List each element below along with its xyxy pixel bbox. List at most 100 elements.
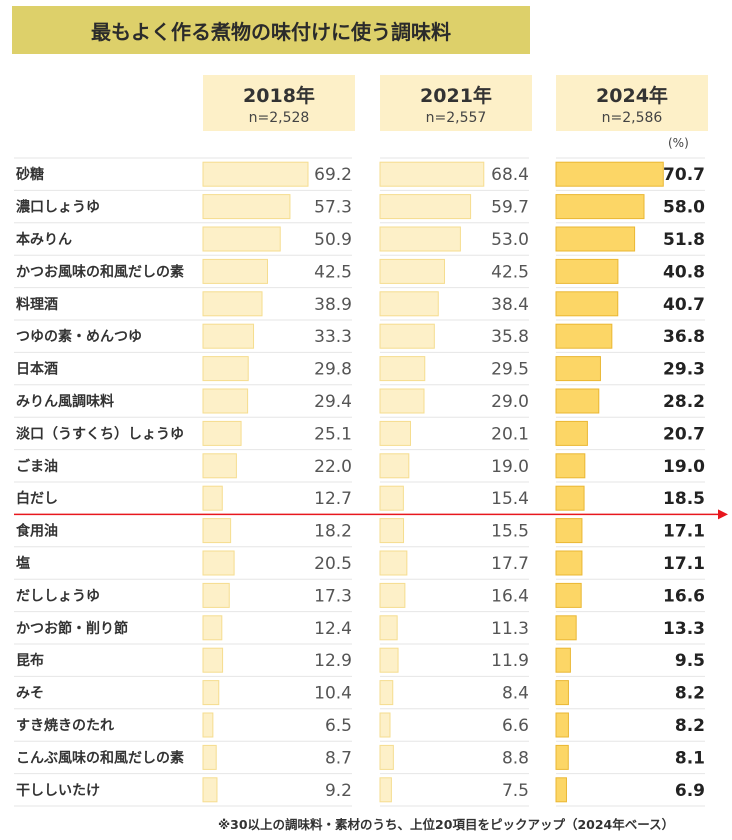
value-label: 68.4 [491,165,529,185]
value-label: 29.8 [314,360,352,380]
column-header-2018: 2018年 n=2,528 [203,75,355,131]
value-label: 8.7 [325,748,352,768]
bar-2024年-8 [555,420,588,446]
column-header-2024: 2024年 n=2,586 [556,75,708,131]
bar-2021年-3 [379,258,445,284]
value-label: 29.3 [663,360,705,380]
bar-2018年-2 [202,226,281,252]
value-label: 42.5 [491,262,529,282]
value-label: 8.2 [675,684,705,704]
value-label: 58.0 [663,198,705,218]
value-label: 40.7 [663,295,705,315]
value-label: 20.7 [663,424,705,444]
category-label: 本みりん [16,231,72,248]
bar-2021年-2 [379,226,461,252]
column-year: 2021年 [420,85,492,107]
value-label: 12.7 [314,489,352,509]
bar-2021年-11 [379,518,405,544]
value-label: 29.5 [491,360,529,380]
category-label: 砂糖 [15,166,44,183]
footnote: ※30以上の調味料・素材のうち、上位20項目をピックアップ（2024年ベース） [218,817,675,832]
category-label: 料理酒 [16,296,58,313]
value-label: 7.5 [502,781,529,801]
value-label: 53.0 [491,230,529,250]
value-label: 8.4 [502,684,529,704]
value-label: 29.4 [314,392,352,412]
bar-2024年-6 [555,356,601,382]
bar-2018年-3 [202,258,268,284]
value-label: 6.6 [502,716,529,736]
value-label: 12.9 [314,651,352,671]
value-label: 16.6 [663,586,705,606]
value-label: 20.1 [491,424,529,444]
column-sample-size: n=2,586 [601,110,663,126]
bar-2024年-0 [555,161,664,187]
value-label: 33.3 [314,327,352,347]
value-label: 51.8 [663,230,705,250]
value-label: 17.1 [663,554,705,574]
bar-2018年-9 [202,453,237,479]
value-label: 17.1 [663,522,705,542]
category-label: だししょうゆ [16,588,100,604]
bar-2024年-15 [555,647,571,673]
bar-2024年-5 [555,323,613,349]
bar-2021年-0 [379,161,485,187]
bar-2024年-13 [555,582,582,608]
category-label: 食用油 [16,523,58,540]
value-label: 42.5 [314,262,352,282]
value-label: 13.3 [663,619,705,639]
bar-2018年-8 [202,420,242,446]
category-label: 干ししいたけ [16,783,100,799]
category-label: こんぶ風味の和風だしの素 [16,749,184,766]
bar-2021年-16 [379,680,394,706]
bar-2024年-4 [555,291,619,317]
value-label: 40.8 [663,262,705,282]
value-label: 69.2 [314,165,352,185]
value-label: 6.5 [325,716,352,736]
bar-2021年-14 [379,615,398,641]
bar-2024年-16 [555,680,569,706]
cutoff-arrowhead [718,509,728,520]
bar-2024年-11 [555,518,583,544]
bar-2021年-9 [379,453,410,479]
bar-2021年-8 [379,420,411,446]
category-label: 白だし [16,490,58,507]
bar-2018年-13 [202,582,230,608]
bar-2018年-4 [202,291,263,317]
value-label: 15.5 [491,522,529,542]
bar-2018年-5 [202,323,255,349]
value-label: 36.8 [663,327,705,347]
bar-2024年-17 [555,712,569,738]
value-label: 29.0 [491,392,529,412]
category-label: 淡口（うすくち）しょうゆ [16,426,184,442]
bar-2024年-12 [555,550,583,576]
bar-2024年-9 [555,453,586,479]
bar-2018年-12 [202,550,235,576]
value-label: 8.1 [675,748,705,768]
category-label: 日本酒 [16,361,58,378]
bar-2018年-15 [202,647,224,673]
bar-2018年-16 [202,680,220,706]
bar-2021年-12 [379,550,408,576]
value-label: 8.8 [502,748,529,768]
value-label: 20.5 [314,554,352,574]
bar-2018年-0 [202,161,309,187]
category-label: 濃口しょうゆ [16,199,100,216]
value-label: 38.4 [491,295,529,315]
category-label: つゆの素・めんつゆ [16,328,142,345]
value-label: 6.9 [675,781,705,801]
value-label: 10.4 [314,684,352,704]
value-label: 70.7 [663,165,705,185]
value-label: 50.9 [314,230,352,250]
bar-2021年-4 [379,291,439,317]
value-label: 17.3 [314,586,352,606]
bar-2024年-18 [555,744,569,770]
chart-title-box: 最もよく作る煮物の味付けに使う調味料 [12,6,530,54]
value-label: 15.4 [491,489,529,509]
bar-2021年-6 [379,356,426,382]
value-label: 19.0 [663,457,705,477]
category-label: かつお節・削り節 [16,620,128,637]
value-label: 9.5 [675,651,705,671]
bar-2021年-19 [379,777,392,803]
